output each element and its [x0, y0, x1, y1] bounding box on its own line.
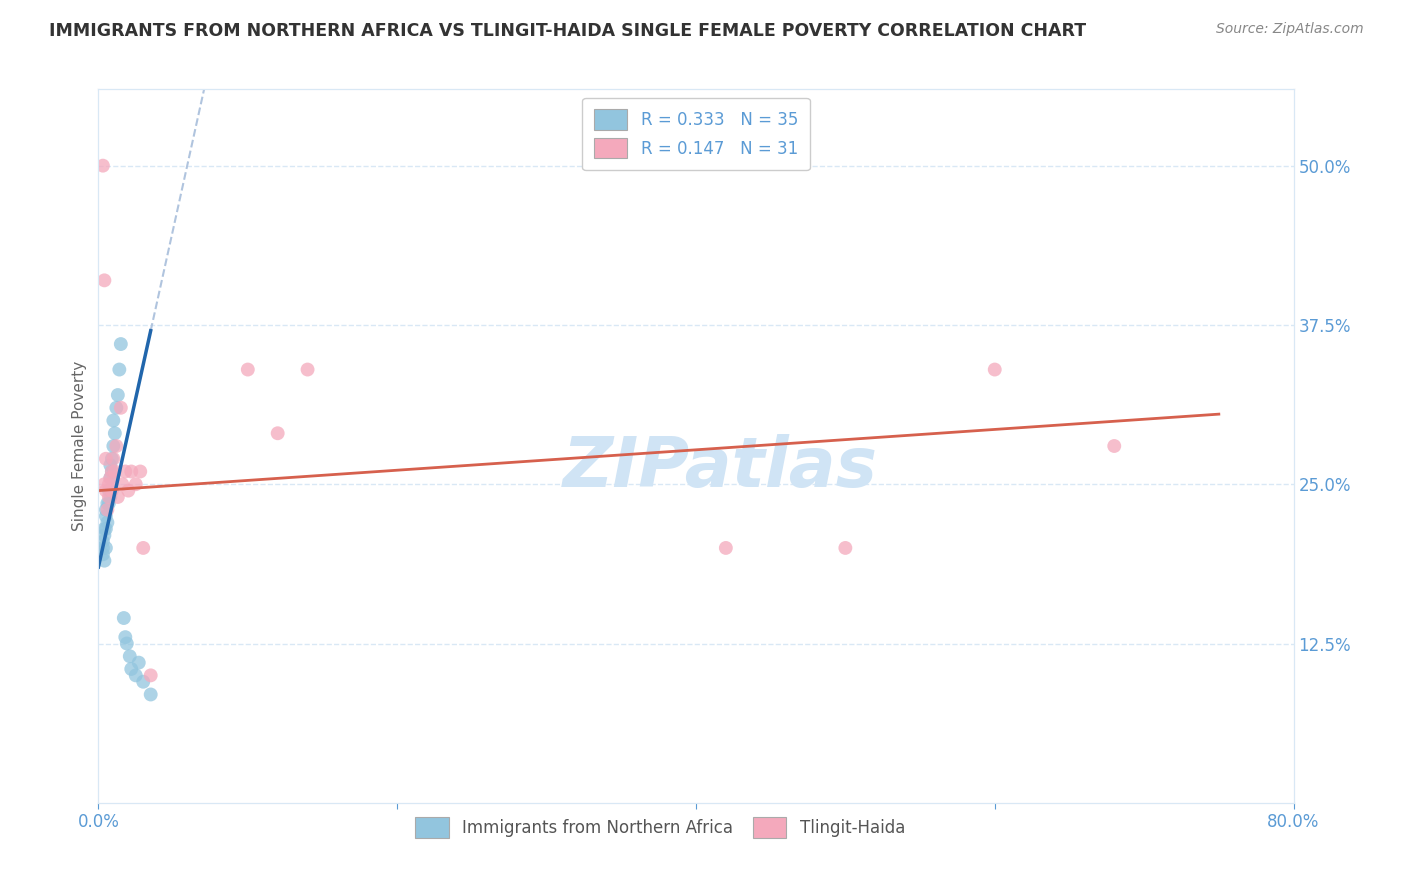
Point: [107, 388, 129, 402]
Point: [98, 490, 122, 504]
Text: IMMIGRANTS FROM NORTHERN AFRICA VS TLINGIT-HAIDA SINGLE FEMALE POVERTY CORRELATI: IMMIGRANTS FROM NORTHERN AFRICA VS TLING…: [49, 22, 1087, 40]
Legend: Immigrants from Northern Africa, Tlingit-Haida: Immigrants from Northern Africa, Tlingit…: [409, 811, 911, 845]
Point: [139, 668, 162, 682]
Point: [125, 668, 148, 682]
Point: [120, 465, 142, 479]
Point: [91, 534, 114, 549]
Point: [103, 451, 125, 466]
Point: [97, 483, 120, 498]
Point: [93, 528, 115, 542]
Point: [97, 490, 120, 504]
Point: [120, 662, 142, 676]
Point: [108, 362, 131, 376]
Point: [236, 362, 259, 376]
Point: [110, 337, 132, 351]
Point: [118, 649, 141, 664]
Point: [105, 439, 128, 453]
Point: [114, 465, 136, 479]
Point: [91, 547, 114, 561]
Point: [117, 483, 139, 498]
Point: [104, 426, 127, 441]
Point: [93, 273, 115, 287]
Point: [139, 688, 162, 702]
Point: [94, 502, 117, 516]
Point: [984, 362, 1007, 376]
Point: [104, 465, 127, 479]
Point: [1104, 439, 1126, 453]
Point: [128, 656, 150, 670]
Point: [114, 630, 136, 644]
Point: [714, 541, 737, 555]
Point: [98, 458, 122, 472]
Point: [94, 522, 117, 536]
Point: [93, 477, 115, 491]
Point: [97, 477, 120, 491]
Point: [111, 477, 134, 491]
Point: [101, 465, 124, 479]
Point: [91, 159, 114, 173]
Point: [98, 471, 122, 485]
Point: [112, 611, 135, 625]
Point: [94, 483, 117, 498]
Point: [101, 465, 124, 479]
Text: ZIPatlas: ZIPatlas: [562, 434, 877, 501]
Point: [103, 413, 125, 427]
Point: [132, 541, 155, 555]
Point: [97, 496, 120, 510]
Point: [107, 490, 129, 504]
Point: [103, 439, 125, 453]
Y-axis label: Single Female Poverty: Single Female Poverty: [72, 361, 87, 531]
Point: [94, 451, 117, 466]
Point: [96, 496, 118, 510]
Point: [96, 502, 118, 516]
Point: [267, 426, 290, 441]
Point: [834, 541, 856, 555]
Point: [297, 362, 319, 376]
Point: [125, 477, 148, 491]
Point: [93, 522, 115, 536]
Point: [132, 674, 155, 689]
Point: [110, 401, 132, 415]
Text: Source: ZipAtlas.com: Source: ZipAtlas.com: [1216, 22, 1364, 37]
Point: [91, 541, 114, 555]
Point: [98, 471, 122, 485]
Point: [96, 516, 118, 530]
Point: [129, 465, 152, 479]
Point: [94, 509, 117, 524]
Point: [93, 554, 115, 568]
Point: [94, 541, 117, 555]
Point: [105, 401, 128, 415]
Point: [101, 483, 124, 498]
Point: [101, 451, 124, 466]
Point: [115, 636, 138, 650]
